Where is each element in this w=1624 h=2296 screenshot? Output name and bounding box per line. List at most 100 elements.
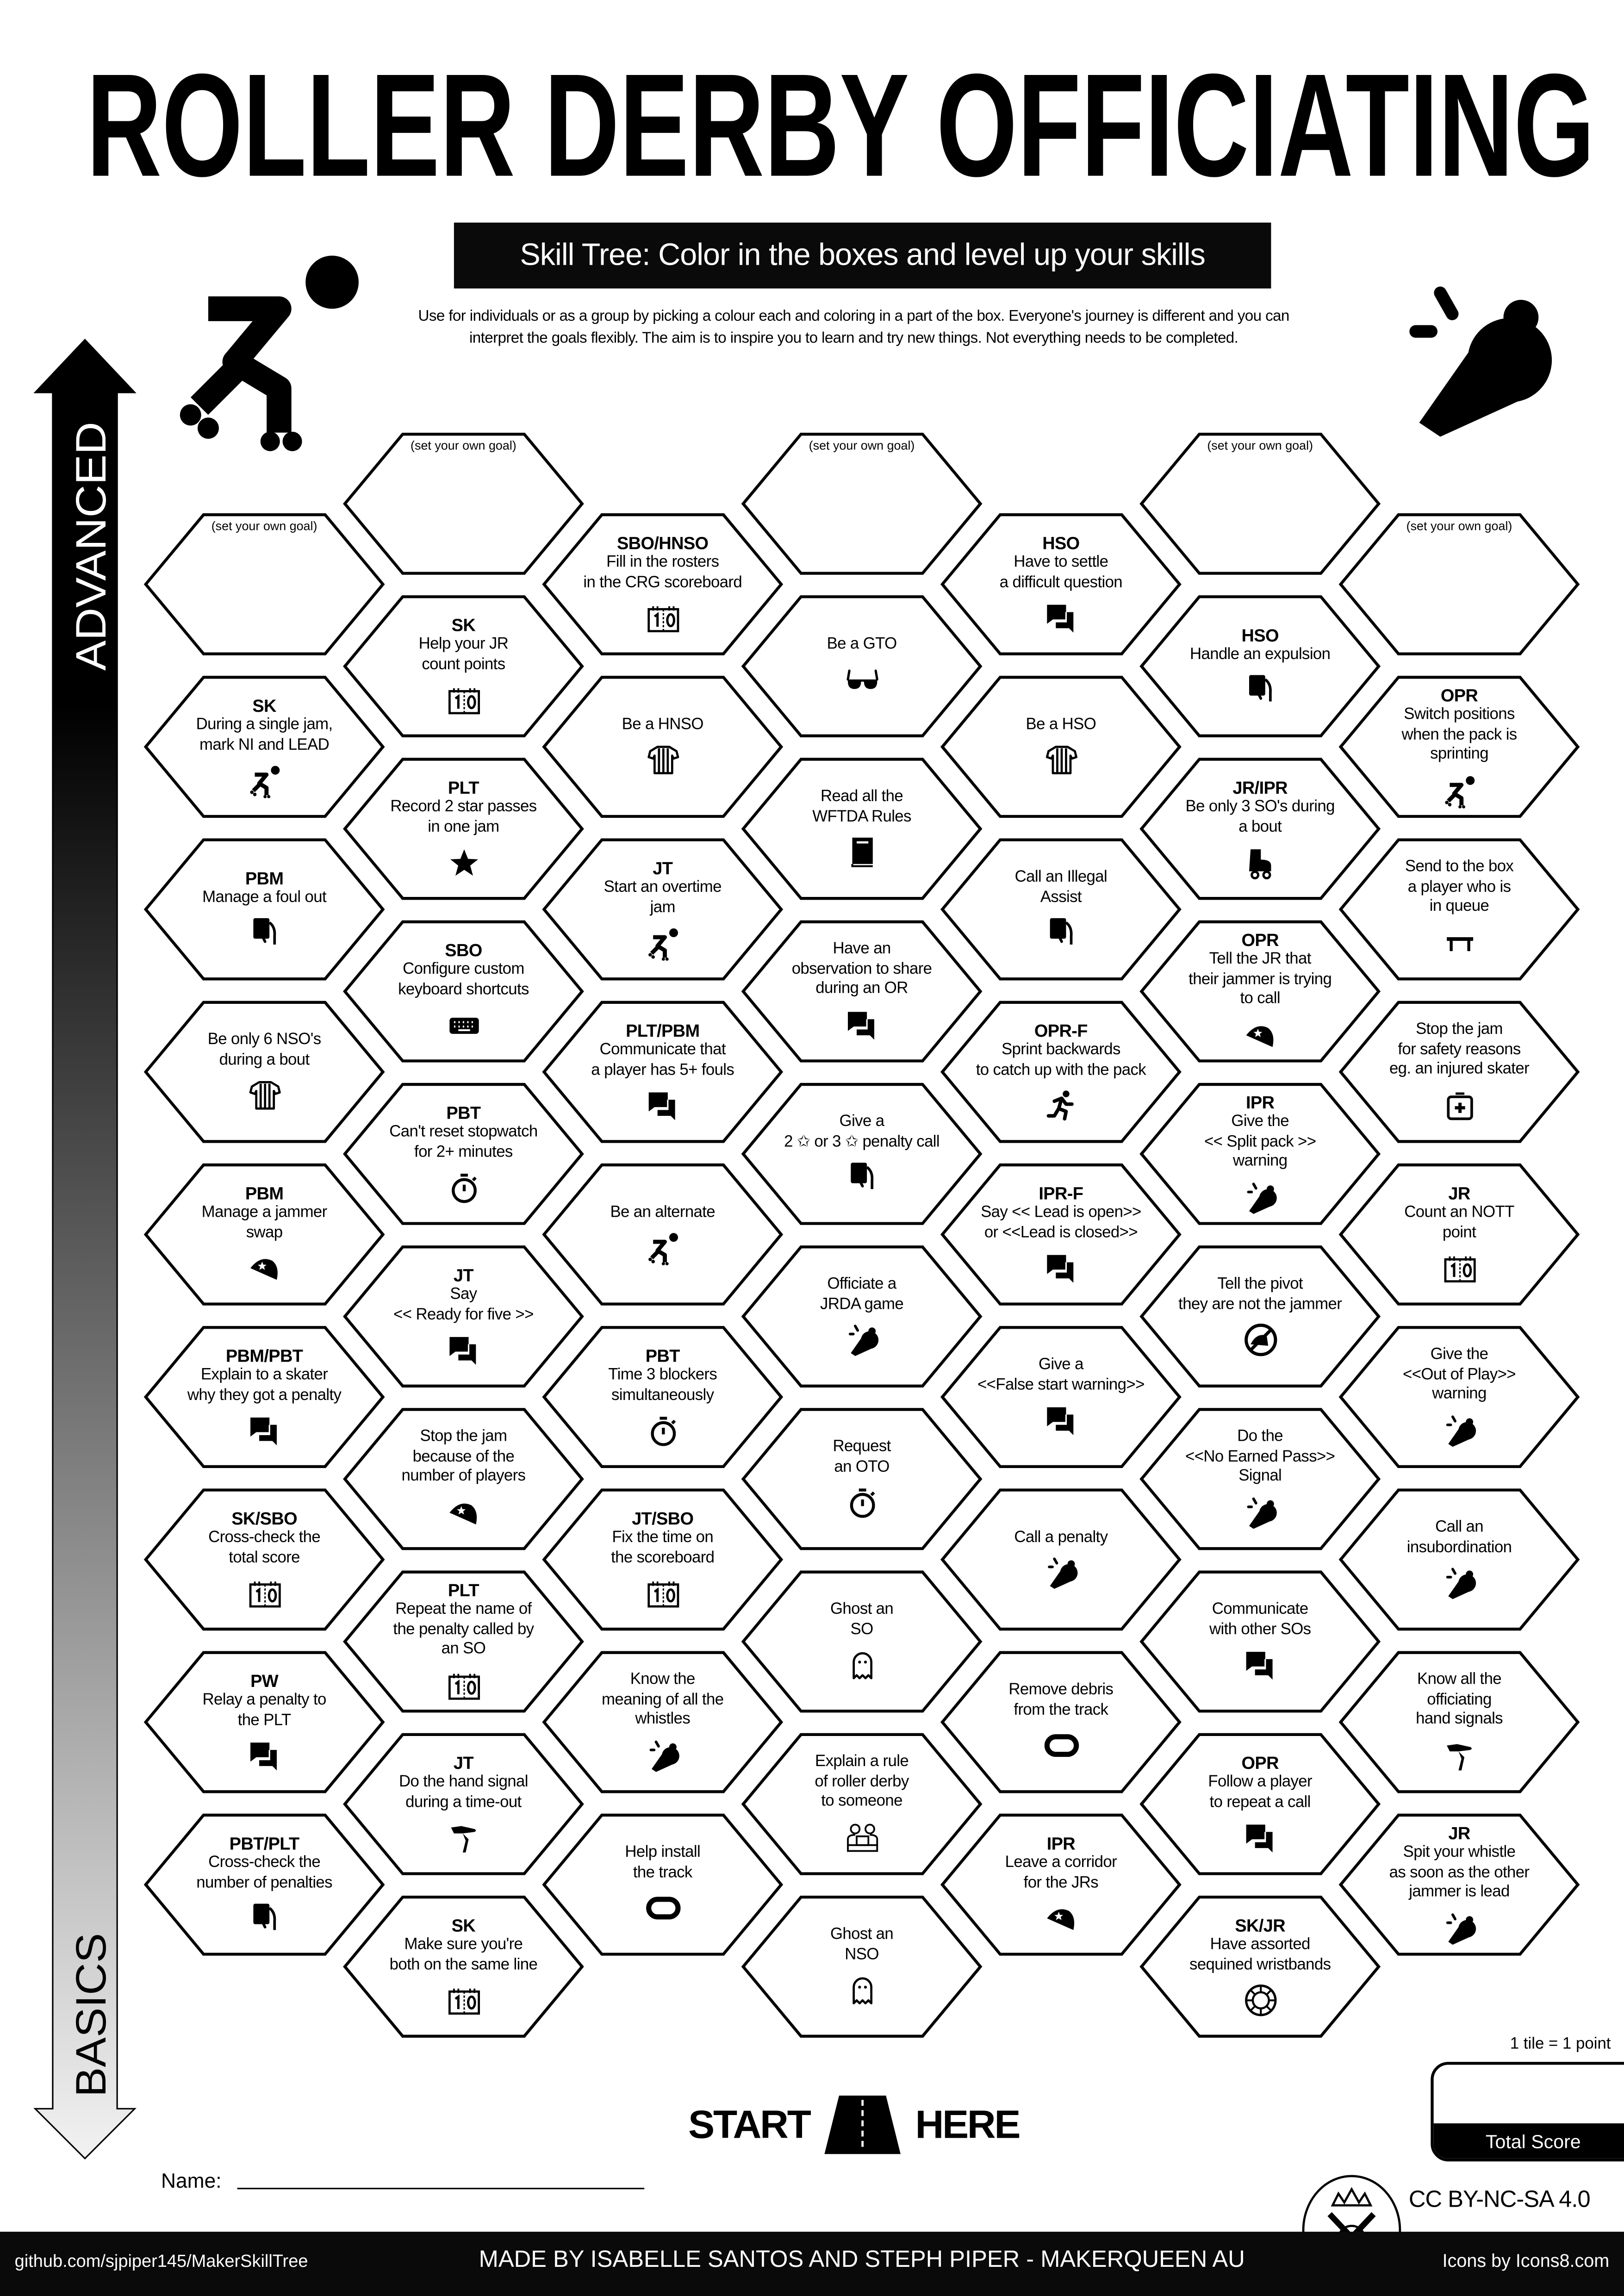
custom-goal-tile[interactable]: (set your own goal): [143, 512, 385, 656]
skill-tile[interactable]: Give a <<False start warning>>: [940, 1325, 1182, 1469]
tile-role: PBT: [645, 1345, 680, 1367]
skill-tile[interactable]: Be a HNSO: [542, 675, 784, 819]
skill-tile[interactable]: SBO Configure custom keyboard shortcuts: [342, 920, 584, 1063]
skill-tile[interactable]: Communicate with other SOs: [1139, 1570, 1381, 1713]
custom-goal-tile[interactable]: (set your own goal): [1139, 432, 1381, 575]
tile-content: IPR Leave a corridor for the JRs: [958, 1819, 1164, 1951]
scoreboard-icon: [645, 1576, 680, 1611]
skill-tile[interactable]: Ghost an NSO: [741, 1895, 983, 2038]
skill-tile[interactable]: JR/IPR Be only 3 SO's during a bout: [1139, 757, 1381, 901]
skill-tile[interactable]: Have an observation to share during an O…: [741, 920, 983, 1063]
skill-tile[interactable]: Officiate a JRDA game: [741, 1244, 983, 1388]
skill-tile[interactable]: SK Make sure you're both on the same line: [342, 1895, 584, 2038]
skill-tile[interactable]: OPR Follow a player to repeat a call: [1139, 1732, 1381, 1876]
basics-label: BASICS: [68, 1933, 115, 2097]
skill-tile[interactable]: JR Spit your whistle as soon as the other…: [1338, 1813, 1580, 1956]
skill-tile[interactable]: PBM Manage a foul out: [143, 838, 385, 981]
jammer-helmet-icon: [446, 1495, 481, 1530]
skill-tile[interactable]: Do the <<No Earned Pass>> Signal: [1139, 1407, 1381, 1551]
custom-goal-tile[interactable]: (set your own goal): [1338, 512, 1580, 656]
skill-tile[interactable]: Help install the track: [542, 1813, 784, 1956]
hexagon-outline: [1338, 1326, 1580, 1468]
tile-content: Call an insubordination: [1356, 1493, 1562, 1625]
tile-content: Know the meaning of all the whistles: [560, 1656, 766, 1788]
skill-tile[interactable]: IPR Give the << Split pack >> warning: [1139, 1082, 1381, 1226]
tile-content: PBT Can't reset stopwatch for 2+ minutes: [360, 1088, 566, 1220]
skill-tile[interactable]: Give the <<Out of Play>> warning: [1338, 1325, 1580, 1469]
skill-tile[interactable]: PBT Can't reset stopwatch for 2+ minutes: [342, 1082, 584, 1226]
total-score-box[interactable]: Total Score: [1431, 2062, 1624, 2162]
skill-tile[interactable]: IPR-F Say << Lead is open>> or <<Lead is …: [940, 1163, 1182, 1306]
skill-tile[interactable]: JT/SBO Fix the time on the scoreboard: [542, 1488, 784, 1631]
skill-tile[interactable]: Explain a rule of roller derby to someon…: [741, 1732, 983, 1876]
tile-text: Manage a foul out: [202, 888, 327, 906]
skill-tile[interactable]: PLT Repeat the name of the penalty called…: [342, 1570, 584, 1713]
tile-content: JR Spit your whistle as soon as the other…: [1356, 1819, 1562, 1951]
skill-tile[interactable]: SBO/HNSO Fill in the rosters in the CRG s…: [542, 512, 784, 656]
skill-tile[interactable]: OPR Switch positions when the pack is spr…: [1338, 675, 1580, 819]
skill-tile[interactable]: Tell the pivot they are not the jammer: [1139, 1244, 1381, 1388]
skill-tile[interactable]: Send to the box a player who is in queue: [1338, 838, 1580, 981]
scoreboard-icon: [446, 682, 481, 717]
skill-tile[interactable]: OPR Tell the JR that their jammer is tryi…: [1139, 920, 1381, 1063]
whistle-icon: [1442, 1565, 1477, 1600]
skill-tile[interactable]: Know all the officiating hand signals: [1338, 1650, 1580, 1794]
skill-tile[interactable]: Be only 6 NSO's during a bout: [143, 1000, 385, 1144]
skill-tile[interactable]: Call an Illegal Assist: [940, 838, 1182, 981]
skill-tile[interactable]: PBT/PLT Cross-check the number of penalti…: [143, 1813, 385, 1956]
hexagon-outline: [343, 432, 584, 575]
skill-tile[interactable]: JR Count an NOTT point: [1338, 1163, 1580, 1306]
hexagon-outline: [542, 1813, 784, 1956]
skill-tile[interactable]: Stop the jam for safety reasons eg. an i…: [1338, 1000, 1580, 1144]
skill-tile[interactable]: PW Relay a penalty to the PLT: [143, 1650, 385, 1794]
skill-tile[interactable]: Request an OTO: [741, 1407, 983, 1551]
skill-tile[interactable]: JT Do the hand signal during a time-out: [342, 1732, 584, 1876]
skill-tile[interactable]: SK/JR Have assorted sequined wristbands: [1139, 1895, 1381, 2038]
hexagon-outline: [542, 513, 784, 655]
skill-tile[interactable]: Know the meaning of all the whistles: [542, 1650, 784, 1794]
skill-tile[interactable]: SK/SBO Cross-check the total score: [143, 1488, 385, 1631]
hexagon-outline: [343, 595, 584, 738]
skill-tile[interactable]: PLT/PBM Communicate that a player has 5+ …: [542, 1000, 784, 1144]
skill-tile[interactable]: Remove debris from the track: [940, 1650, 1182, 1794]
skill-tile[interactable]: PBM Manage a jammer swap: [143, 1163, 385, 1306]
skill-tile[interactable]: PLT Record 2 star passes in one jam: [342, 757, 584, 901]
skill-tile[interactable]: PBM/PBT Explain to a skater why they got …: [143, 1325, 385, 1469]
skill-tile[interactable]: Be an alternate: [542, 1163, 784, 1306]
skill-tile[interactable]: HSO Handle an expulsion: [1139, 595, 1381, 738]
github-link[interactable]: github.com/sjpiper145/MakerSkillTree: [14, 2251, 308, 2271]
icons-credit: Icons by Icons8.com: [1442, 2251, 1610, 2271]
skill-tile[interactable]: SK During a single jam, mark NI and LEAD: [143, 675, 385, 819]
hexagon-outline: [1338, 1813, 1580, 1956]
skill-tile[interactable]: HSO Have to settle a difficult question: [940, 512, 1182, 656]
name-input-line[interactable]: [237, 2188, 645, 2190]
skill-tile[interactable]: Give a 2 ✩ or 3 ✩ penalty call: [741, 1082, 983, 1226]
skill-tile[interactable]: PBT Time 3 blockers simultaneously: [542, 1325, 784, 1469]
skill-tile[interactable]: JT Start an overtime jam: [542, 838, 784, 981]
hexagon-outline: [940, 1326, 1182, 1468]
skill-tile[interactable]: Call a penalty: [940, 1488, 1182, 1631]
skill-tile[interactable]: Stop the jam because of the number of pl…: [342, 1407, 584, 1551]
track-icon: [645, 1891, 680, 1926]
skill-tile[interactable]: Be a HSO: [940, 675, 1182, 819]
tile-content: JT Start an overtime jam: [560, 844, 766, 976]
here-text: HERE: [915, 2102, 1021, 2147]
skill-tile[interactable]: OPR-F Sprint backwards to catch up with t…: [940, 1000, 1182, 1144]
tile-role: PLT: [448, 1580, 479, 1601]
tile-text: Switch positions when the pack is sprint…: [1401, 706, 1517, 764]
skill-tile[interactable]: Call an insubordination: [1338, 1488, 1580, 1631]
instructions-line: interpret the goals flexibly. The aim is…: [469, 329, 1238, 347]
tile-content: OPR Follow a player to repeat a call: [1157, 1738, 1363, 1870]
custom-goal-tile[interactable]: (set your own goal): [741, 432, 983, 575]
skill-tile[interactable]: Be a GTO: [741, 595, 983, 738]
skill-tile[interactable]: IPR Leave a corridor for the JRs: [940, 1813, 1182, 1956]
hexagon-outline: [741, 758, 983, 900]
skill-tile[interactable]: Ghost an SO: [741, 1570, 983, 1713]
skill-tile[interactable]: JT Say << Ready for five >>: [342, 1244, 584, 1388]
tile-text: Count an NOTT point: [1404, 1203, 1514, 1241]
score-note: 1 tile = 1 point: [1510, 2035, 1611, 2053]
skill-tile[interactable]: Read all the WFTDA Rules: [741, 757, 983, 901]
ghost-icon: [844, 1972, 879, 2008]
skill-tile[interactable]: SK Help your JR count points: [342, 595, 584, 738]
custom-goal-tile[interactable]: (set your own goal): [342, 432, 584, 575]
